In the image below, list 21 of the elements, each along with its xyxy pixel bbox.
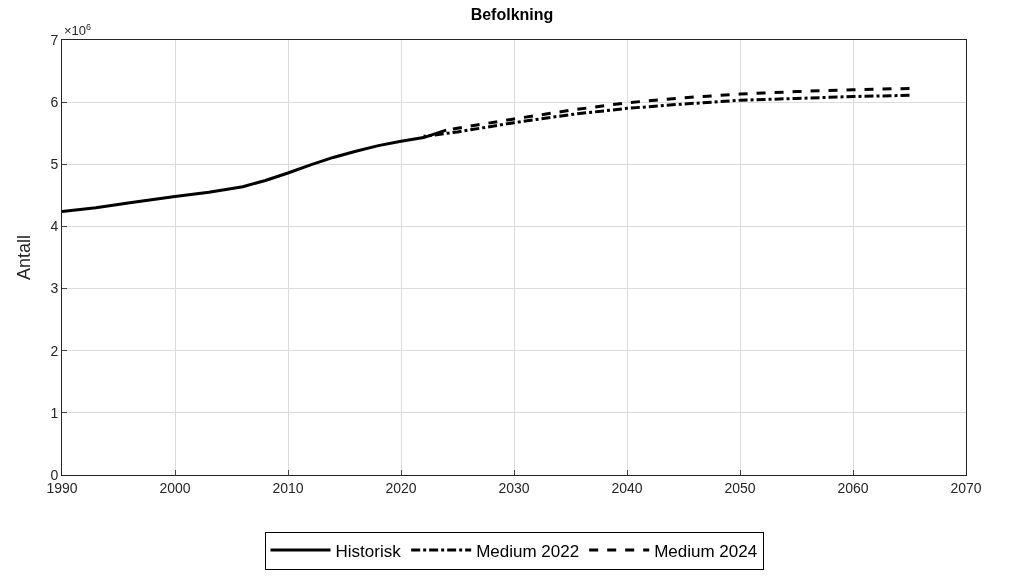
x-tick-label: 2010 [272, 479, 304, 496]
text: ×10$^{6}$ [64, 22, 92, 39]
x-tick-label: 2060 [837, 479, 869, 496]
x-tick-label: 2000 [159, 479, 191, 496]
x-tick-label: 2050 [724, 479, 756, 496]
legend-label: Medium 2024 [654, 541, 758, 561]
y-tick-label: 4 [50, 218, 59, 235]
x-tick-label: 2070 [950, 479, 982, 496]
chart-title: Befolkning [470, 5, 554, 23]
y-tick-label: 2 [50, 342, 59, 359]
y-tick-label: 7 [50, 31, 59, 48]
y-tick-label: 5 [50, 156, 59, 173]
legend-label: Medium 2022 [476, 541, 580, 561]
x-tick-label: 2020 [385, 479, 417, 496]
legend-label: Historisk [335, 541, 402, 561]
y-tick-label: 3 [50, 280, 59, 297]
y-tick-label: 6 [50, 94, 59, 111]
y-axis-title: Antall [13, 234, 34, 281]
x-tick-label: 2040 [611, 479, 643, 496]
x-tick-label: 2030 [498, 479, 530, 496]
y-tick-label: 1 [50, 404, 59, 421]
